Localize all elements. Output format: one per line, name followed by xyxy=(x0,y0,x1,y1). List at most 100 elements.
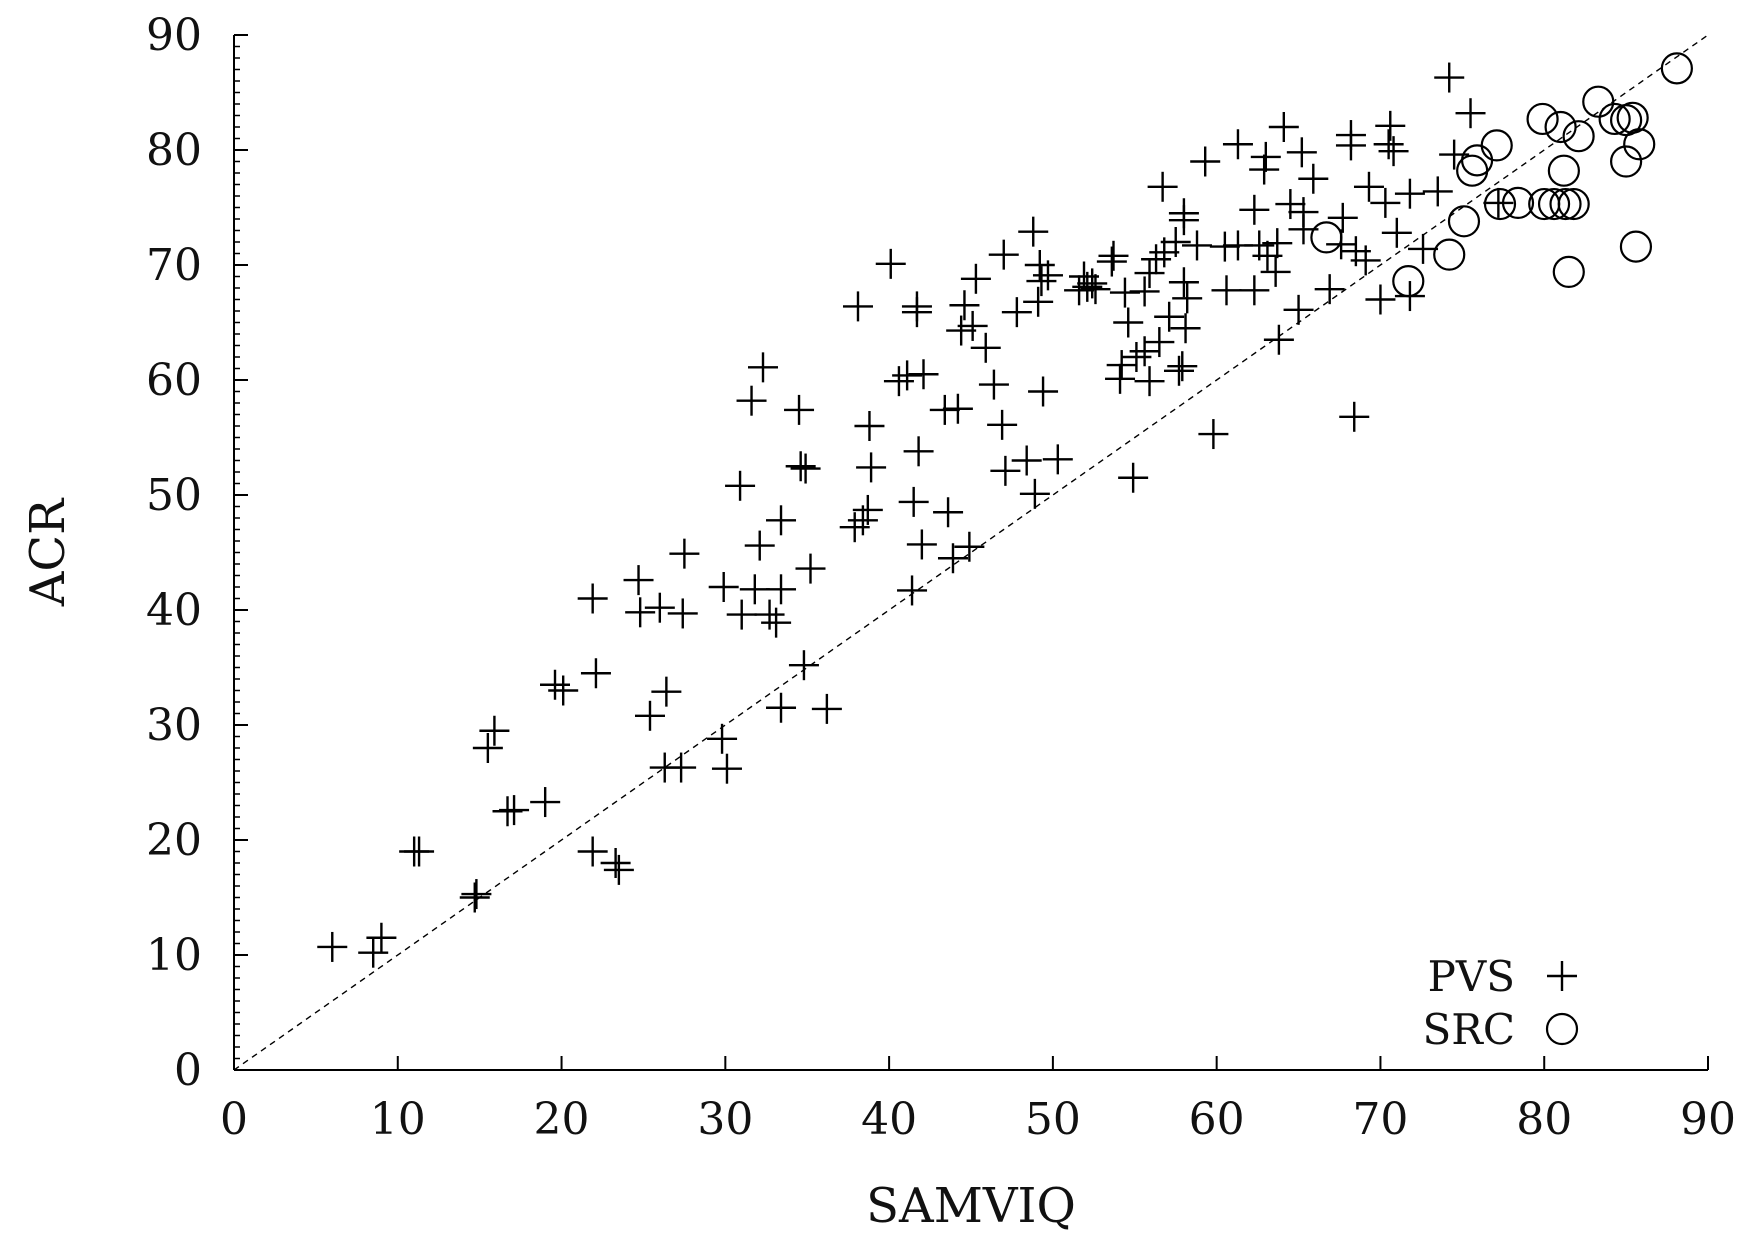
pvs-point xyxy=(603,854,634,885)
pvs-point xyxy=(1286,137,1317,168)
pvs-point xyxy=(1381,217,1412,248)
pvs-point xyxy=(1339,401,1370,432)
pvs-point xyxy=(404,836,435,867)
pvs-point xyxy=(499,795,530,826)
y-tick-label: 90 xyxy=(146,10,202,61)
pvs-point xyxy=(811,693,842,724)
pvs-point xyxy=(459,882,490,913)
pvs-point xyxy=(839,512,870,543)
pvs-point xyxy=(854,411,885,441)
src-point xyxy=(1310,221,1343,254)
pvs-point xyxy=(852,494,883,525)
pvs-point xyxy=(1147,171,1178,202)
pvs-point xyxy=(669,538,700,569)
pvs-point xyxy=(1182,230,1213,261)
pvs-point xyxy=(785,451,816,482)
pvs-point xyxy=(736,385,767,416)
src-point xyxy=(1610,145,1643,178)
pvs-point xyxy=(577,583,608,614)
pvs-point xyxy=(856,452,887,483)
pvs-point xyxy=(1106,350,1137,381)
src-point xyxy=(1549,187,1582,221)
pvs-point xyxy=(1239,275,1270,306)
pvs-point xyxy=(1350,245,1381,276)
pvs-point xyxy=(530,787,561,818)
pvs-point xyxy=(1011,445,1042,476)
pvs-point xyxy=(1365,284,1396,315)
y-tick-label: 80 xyxy=(146,125,202,176)
pvs-point xyxy=(725,470,756,501)
pvs-point xyxy=(461,879,492,910)
pvs-point xyxy=(1260,256,1291,287)
src-point xyxy=(1582,85,1615,118)
pvs-point xyxy=(317,931,348,962)
pvs-point xyxy=(1019,478,1050,509)
y-tick-label: 20 xyxy=(146,815,202,866)
pvs-point xyxy=(1408,233,1439,264)
pvs-point xyxy=(1001,297,1032,328)
x-tick-label: 40 xyxy=(861,1094,917,1145)
pvs-point xyxy=(651,676,682,707)
pvs-point xyxy=(1422,176,1453,207)
x-tick-label: 70 xyxy=(1352,1094,1408,1145)
pvs-point xyxy=(766,692,797,723)
src-point xyxy=(1526,102,1559,136)
x-tick-label: 20 xyxy=(534,1094,590,1145)
pvs-point xyxy=(1168,198,1199,229)
y-tick-label: 0 xyxy=(174,1045,202,1096)
pvs-point xyxy=(903,436,934,467)
src-point xyxy=(1552,255,1585,288)
pvs-point xyxy=(1134,258,1165,289)
pvs-point xyxy=(1072,271,1103,302)
pvs-point xyxy=(1096,246,1127,277)
pvs-point xyxy=(1250,141,1281,172)
pvs-point xyxy=(1434,62,1465,93)
pvs-point xyxy=(990,455,1021,486)
pvs-point xyxy=(761,607,792,638)
src-point xyxy=(1537,187,1571,221)
y-tick-label: 50 xyxy=(146,470,202,521)
y-tick-label: 10 xyxy=(146,930,202,981)
pvs-point xyxy=(1353,171,1384,202)
pvs-point xyxy=(988,239,1019,270)
pvs-point xyxy=(625,597,656,628)
pvs-point xyxy=(949,290,980,321)
pvs-point xyxy=(1163,355,1194,386)
pvs-point xyxy=(1268,112,1299,142)
pvs-point xyxy=(1298,163,1329,194)
pvs-point xyxy=(1018,216,1049,247)
pvs-point xyxy=(748,352,779,383)
pvs-point xyxy=(1028,376,1059,407)
y-tick-label: 40 xyxy=(146,585,202,636)
src-point xyxy=(1619,230,1653,263)
pvs-point xyxy=(1141,244,1172,275)
reference-line xyxy=(233,34,1709,1071)
pvs-point xyxy=(1190,146,1221,177)
pvs-point xyxy=(898,486,929,517)
pvs-point xyxy=(358,937,389,968)
pvs-point xyxy=(634,700,665,731)
pvs-point xyxy=(644,592,675,623)
src-point xyxy=(1598,102,1631,136)
src-point xyxy=(1483,187,1517,221)
pvs-point xyxy=(754,599,785,630)
pvs-point xyxy=(790,453,821,484)
pvs-point xyxy=(1314,274,1345,305)
pvs-point xyxy=(1134,366,1165,397)
tick-layer: 0 10 20 30 40 50 60 70 80 90 0 10 20 30 40 50 60 70 80 90 xyxy=(146,10,1736,1145)
pvs-point xyxy=(540,669,571,700)
src-point xyxy=(1544,110,1577,144)
pvs-point xyxy=(1170,313,1201,344)
x-tick-label: 10 xyxy=(370,1094,426,1145)
src-point xyxy=(1557,187,1590,221)
pvs-point xyxy=(766,574,797,605)
src-point xyxy=(1562,120,1595,153)
pvs-point xyxy=(1113,307,1144,338)
pvs-point xyxy=(788,650,819,681)
pvs-point xyxy=(1172,283,1203,314)
pvs-point xyxy=(548,675,579,706)
pvs-point xyxy=(960,263,991,294)
src-point xyxy=(1623,128,1656,161)
legend: PVS SRC xyxy=(1422,952,1579,1054)
